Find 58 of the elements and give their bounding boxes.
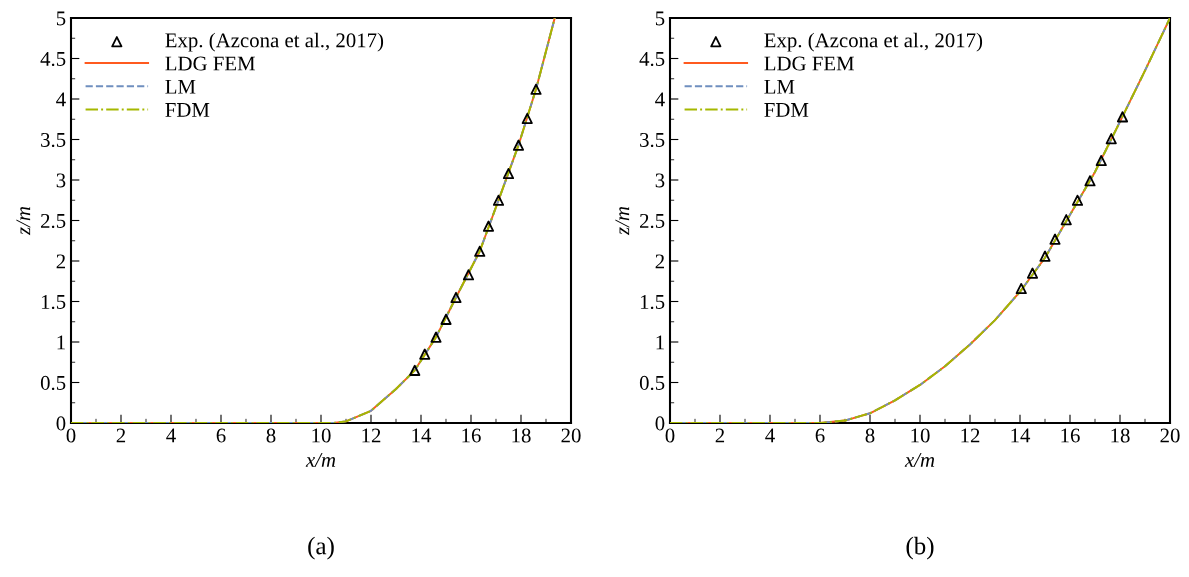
x-tick-label: 4 xyxy=(166,428,176,443)
legend-label: LDG FEM xyxy=(165,56,255,71)
y-tick-label: 0 xyxy=(655,416,665,431)
x-tick-label: 8 xyxy=(865,428,875,443)
y-tick-label: 1.5 xyxy=(41,294,66,310)
x-tick-label: 18 xyxy=(1111,428,1130,443)
x-tick-label: 12 xyxy=(961,428,980,443)
y-tick-label: 2 xyxy=(56,254,65,269)
legend-label: LM xyxy=(165,79,196,94)
y-tick-label: 4 xyxy=(56,92,66,107)
y-tick-label: 0 xyxy=(56,416,66,431)
y-tick-label: 2.5 xyxy=(640,213,665,229)
text: (a) xyxy=(308,536,334,560)
x-tick-label: 16 xyxy=(462,428,481,443)
x-tick-label: 4 xyxy=(765,428,775,443)
y-tick-label: 0.5 xyxy=(40,375,66,391)
text: (b) xyxy=(906,536,934,560)
y-tick-label: 2 xyxy=(655,254,664,269)
y-tick-label: 3.5 xyxy=(640,132,665,148)
y-tick-label: 1 xyxy=(57,335,65,350)
x-tick-label: 20 xyxy=(561,428,581,443)
y-tick-label: 1 xyxy=(656,335,664,350)
x-tick-label: 18 xyxy=(512,428,531,443)
y-tick-label: 4.5 xyxy=(40,52,66,67)
y-tick-label: 4 xyxy=(655,92,665,107)
y-tick-label: 3 xyxy=(56,173,66,188)
x-tick-label: 6 xyxy=(815,428,825,443)
y-tick-label: 5 xyxy=(56,11,66,26)
x-tick-label: 2 xyxy=(116,428,126,443)
x-tick-label: 6 xyxy=(216,428,226,443)
x-tick-label: 0 xyxy=(66,428,76,443)
x-tick-label: 20 xyxy=(1160,428,1180,443)
legend-label: LM xyxy=(764,79,795,94)
x-tick-label: 10 xyxy=(911,428,930,443)
y-tick-label: 4.5 xyxy=(639,52,665,67)
x-axis-title: x/m xyxy=(305,453,336,467)
y-tick-label: 2.5 xyxy=(41,213,66,229)
legend-label: Exp. (Azcona et al., 2017) xyxy=(165,32,384,52)
x-tick-label: 0 xyxy=(665,428,675,443)
y-tick-label: 5 xyxy=(655,11,665,26)
x-tick-label: 12 xyxy=(362,428,381,443)
y-axis-title: z/m xyxy=(16,206,31,236)
x-axis-title: x/m xyxy=(904,453,935,467)
legend-label: FDM xyxy=(764,103,809,117)
y-tick-label: 1.5 xyxy=(640,294,665,310)
x-tick-label: 16 xyxy=(1061,428,1080,443)
legend-label: Exp. (Azcona et al., 2017) xyxy=(764,32,983,52)
x-tick-label: 14 xyxy=(1011,428,1031,443)
legend-label: FDM xyxy=(165,103,210,117)
x-tick-label: 10 xyxy=(312,428,331,443)
x-tick-label: 8 xyxy=(266,428,276,443)
y-tick-label: 0.5 xyxy=(639,375,665,391)
y-tick-label: 3.5 xyxy=(41,132,66,148)
x-tick-label: 2 xyxy=(715,428,725,443)
y-axis-title: z/m xyxy=(615,206,630,236)
y-tick-label: 3 xyxy=(655,173,665,188)
x-tick-label: 14 xyxy=(412,428,432,443)
legend-label: LDG FEM xyxy=(764,56,854,71)
